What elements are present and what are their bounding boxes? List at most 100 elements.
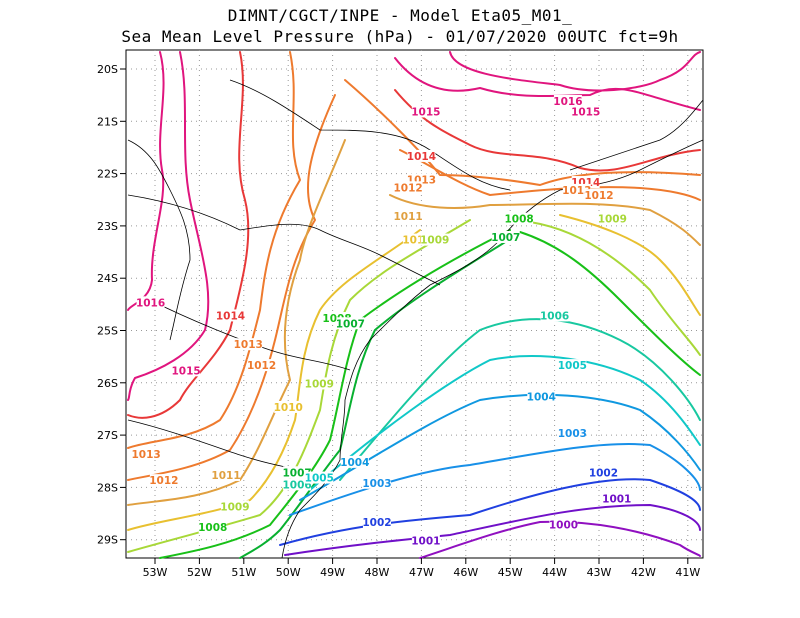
isobar-label: 1014: [407, 151, 436, 163]
isobar-label: 1001: [602, 493, 631, 505]
isobar-1010-east: [559, 214, 701, 316]
isobar-1010-west: [127, 229, 421, 531]
isobar-1008-west: [159, 229, 511, 559]
isobar-1012-west: [127, 94, 336, 481]
isobar-label-bg: [602, 492, 631, 505]
lat-tick-label: 22S: [97, 168, 118, 181]
isobar-1012-north: [399, 149, 701, 201]
isobar-1000: [419, 520, 701, 559]
isobar-1006: [339, 318, 701, 481]
isobar-label: 1009: [220, 501, 249, 513]
isobar-label-bg: [234, 338, 263, 351]
isobar-label: 1012: [584, 190, 613, 202]
lon-tick-label: 49W: [320, 566, 345, 579]
isobar-label-bg: [540, 309, 569, 322]
state-border-pr-sc: [149, 299, 351, 371]
isobar-1005: [309, 355, 701, 491]
isobar-label: 1007: [282, 467, 311, 479]
isobar-label-bg: [562, 183, 591, 196]
isobar-1014-north: [394, 89, 701, 172]
state-border-sp-mg: [229, 79, 511, 191]
isobar-label-bg: [598, 212, 627, 225]
isobar-label-bg: [585, 189, 613, 202]
isobar-label: 1007: [491, 232, 520, 244]
isobar-label-bg: [394, 181, 423, 194]
lat-tick-label: 27S: [97, 429, 118, 442]
lon-tick-label: 44W: [542, 566, 567, 579]
lat-tick-label: 28S: [97, 481, 118, 494]
isobar-1015-north: [394, 57, 701, 111]
lon-tick-label: 42W: [631, 566, 656, 579]
state-border-pr-sp: [239, 223, 441, 286]
isobar-label-bg: [571, 105, 600, 118]
isobar-label-bg: [553, 94, 582, 107]
isobar-label: 1005: [558, 360, 587, 372]
lon-tick-label: 45W: [498, 566, 523, 579]
isobar-1009-east: [529, 221, 701, 356]
isobar-label: 1006: [282, 479, 311, 491]
isobar-label: 1013: [234, 339, 263, 351]
lon-tick-label: 43W: [587, 566, 612, 579]
isobar-label: 1007: [336, 318, 365, 330]
lat-tick-label: 29S: [97, 534, 118, 547]
isobar-label-bg: [305, 471, 334, 484]
isobar-label-bg: [420, 233, 449, 246]
isobar-label-bg: [283, 466, 312, 479]
lat-tick-label: 21S: [97, 115, 118, 128]
border-west: [127, 139, 191, 341]
lon-tick-label: 51W: [231, 566, 256, 579]
isobar-label-bg: [363, 476, 391, 489]
isobar-label: 1015: [571, 106, 600, 118]
isobar-label: 1002: [362, 517, 391, 529]
isobar-label-bg: [549, 518, 578, 531]
isobar-1011-north: [389, 194, 701, 246]
isobar-label-bg: [558, 359, 587, 372]
isobar-label-bg: [411, 534, 440, 547]
isobar-label: 1005: [305, 473, 334, 485]
isobar-label: 1012: [247, 360, 276, 372]
map-title-line1: DIMNT/CGCT/INPE - Model Eta05_M01_: [227, 6, 573, 25]
isobar-label: 1003: [558, 428, 587, 440]
isobar-label-bg: [527, 390, 556, 403]
state-border-mg-rj: [569, 99, 704, 171]
isobar-label: 1008: [198, 522, 227, 534]
lat-tick-label: 26S: [97, 377, 118, 390]
isobar-1013-west: [127, 51, 301, 449]
isobar-label: 1013: [132, 449, 161, 461]
state-border-ms-pr: [127, 194, 241, 231]
isobar-label: 1000: [549, 520, 578, 532]
isobar-label-bg: [505, 212, 534, 225]
isobar-label: 1012: [393, 182, 422, 194]
isobar-label: 1012: [149, 475, 178, 487]
axis-ticks: 53W 52W 51W 50W 49W 48W 47W 46W 45W 44W 43W 42W 41W 2…: [97, 63, 700, 579]
lon-tick-label: 48W: [365, 566, 390, 579]
isobar-label: 1009: [420, 235, 449, 247]
isobar-1001: [284, 504, 701, 556]
isobar-label-bg: [491, 230, 520, 243]
isobar-label-bg: [340, 455, 369, 468]
isobar-label: 1010: [274, 402, 303, 414]
isobar-label-bg: [220, 500, 249, 513]
isobar-label-bg: [216, 309, 245, 322]
lat-tick-label: 20S: [97, 63, 118, 76]
isobar-1007: [239, 235, 516, 559]
isobar-label: 1004: [340, 457, 369, 469]
lon-tick-label: 53W: [143, 566, 168, 579]
isobar-label-bg: [558, 427, 587, 440]
isobar-label: 1016: [136, 297, 165, 309]
isobar-label-bg: [149, 474, 178, 487]
isobar-label-bg: [305, 377, 334, 390]
isobar-label: 1008: [504, 214, 533, 226]
isobar-label-bg: [172, 364, 201, 377]
isobar-label: 1004: [527, 391, 556, 403]
isobar-label: 1001: [411, 535, 440, 547]
isobar-label-bg: [132, 448, 161, 461]
isobar-label-bg: [411, 105, 440, 118]
isobar-contours: [127, 51, 701, 559]
isobar-label: 1014: [216, 310, 245, 322]
isobar-1016-north: [449, 51, 701, 92]
isobar-label-bg: [198, 521, 227, 534]
isobar-1015-west: [127, 51, 210, 401]
isobar-label-bg: [212, 468, 241, 481]
map-title-line2: Sea Mean Level Pressure (hPa) - 01/07/20…: [121, 27, 679, 46]
